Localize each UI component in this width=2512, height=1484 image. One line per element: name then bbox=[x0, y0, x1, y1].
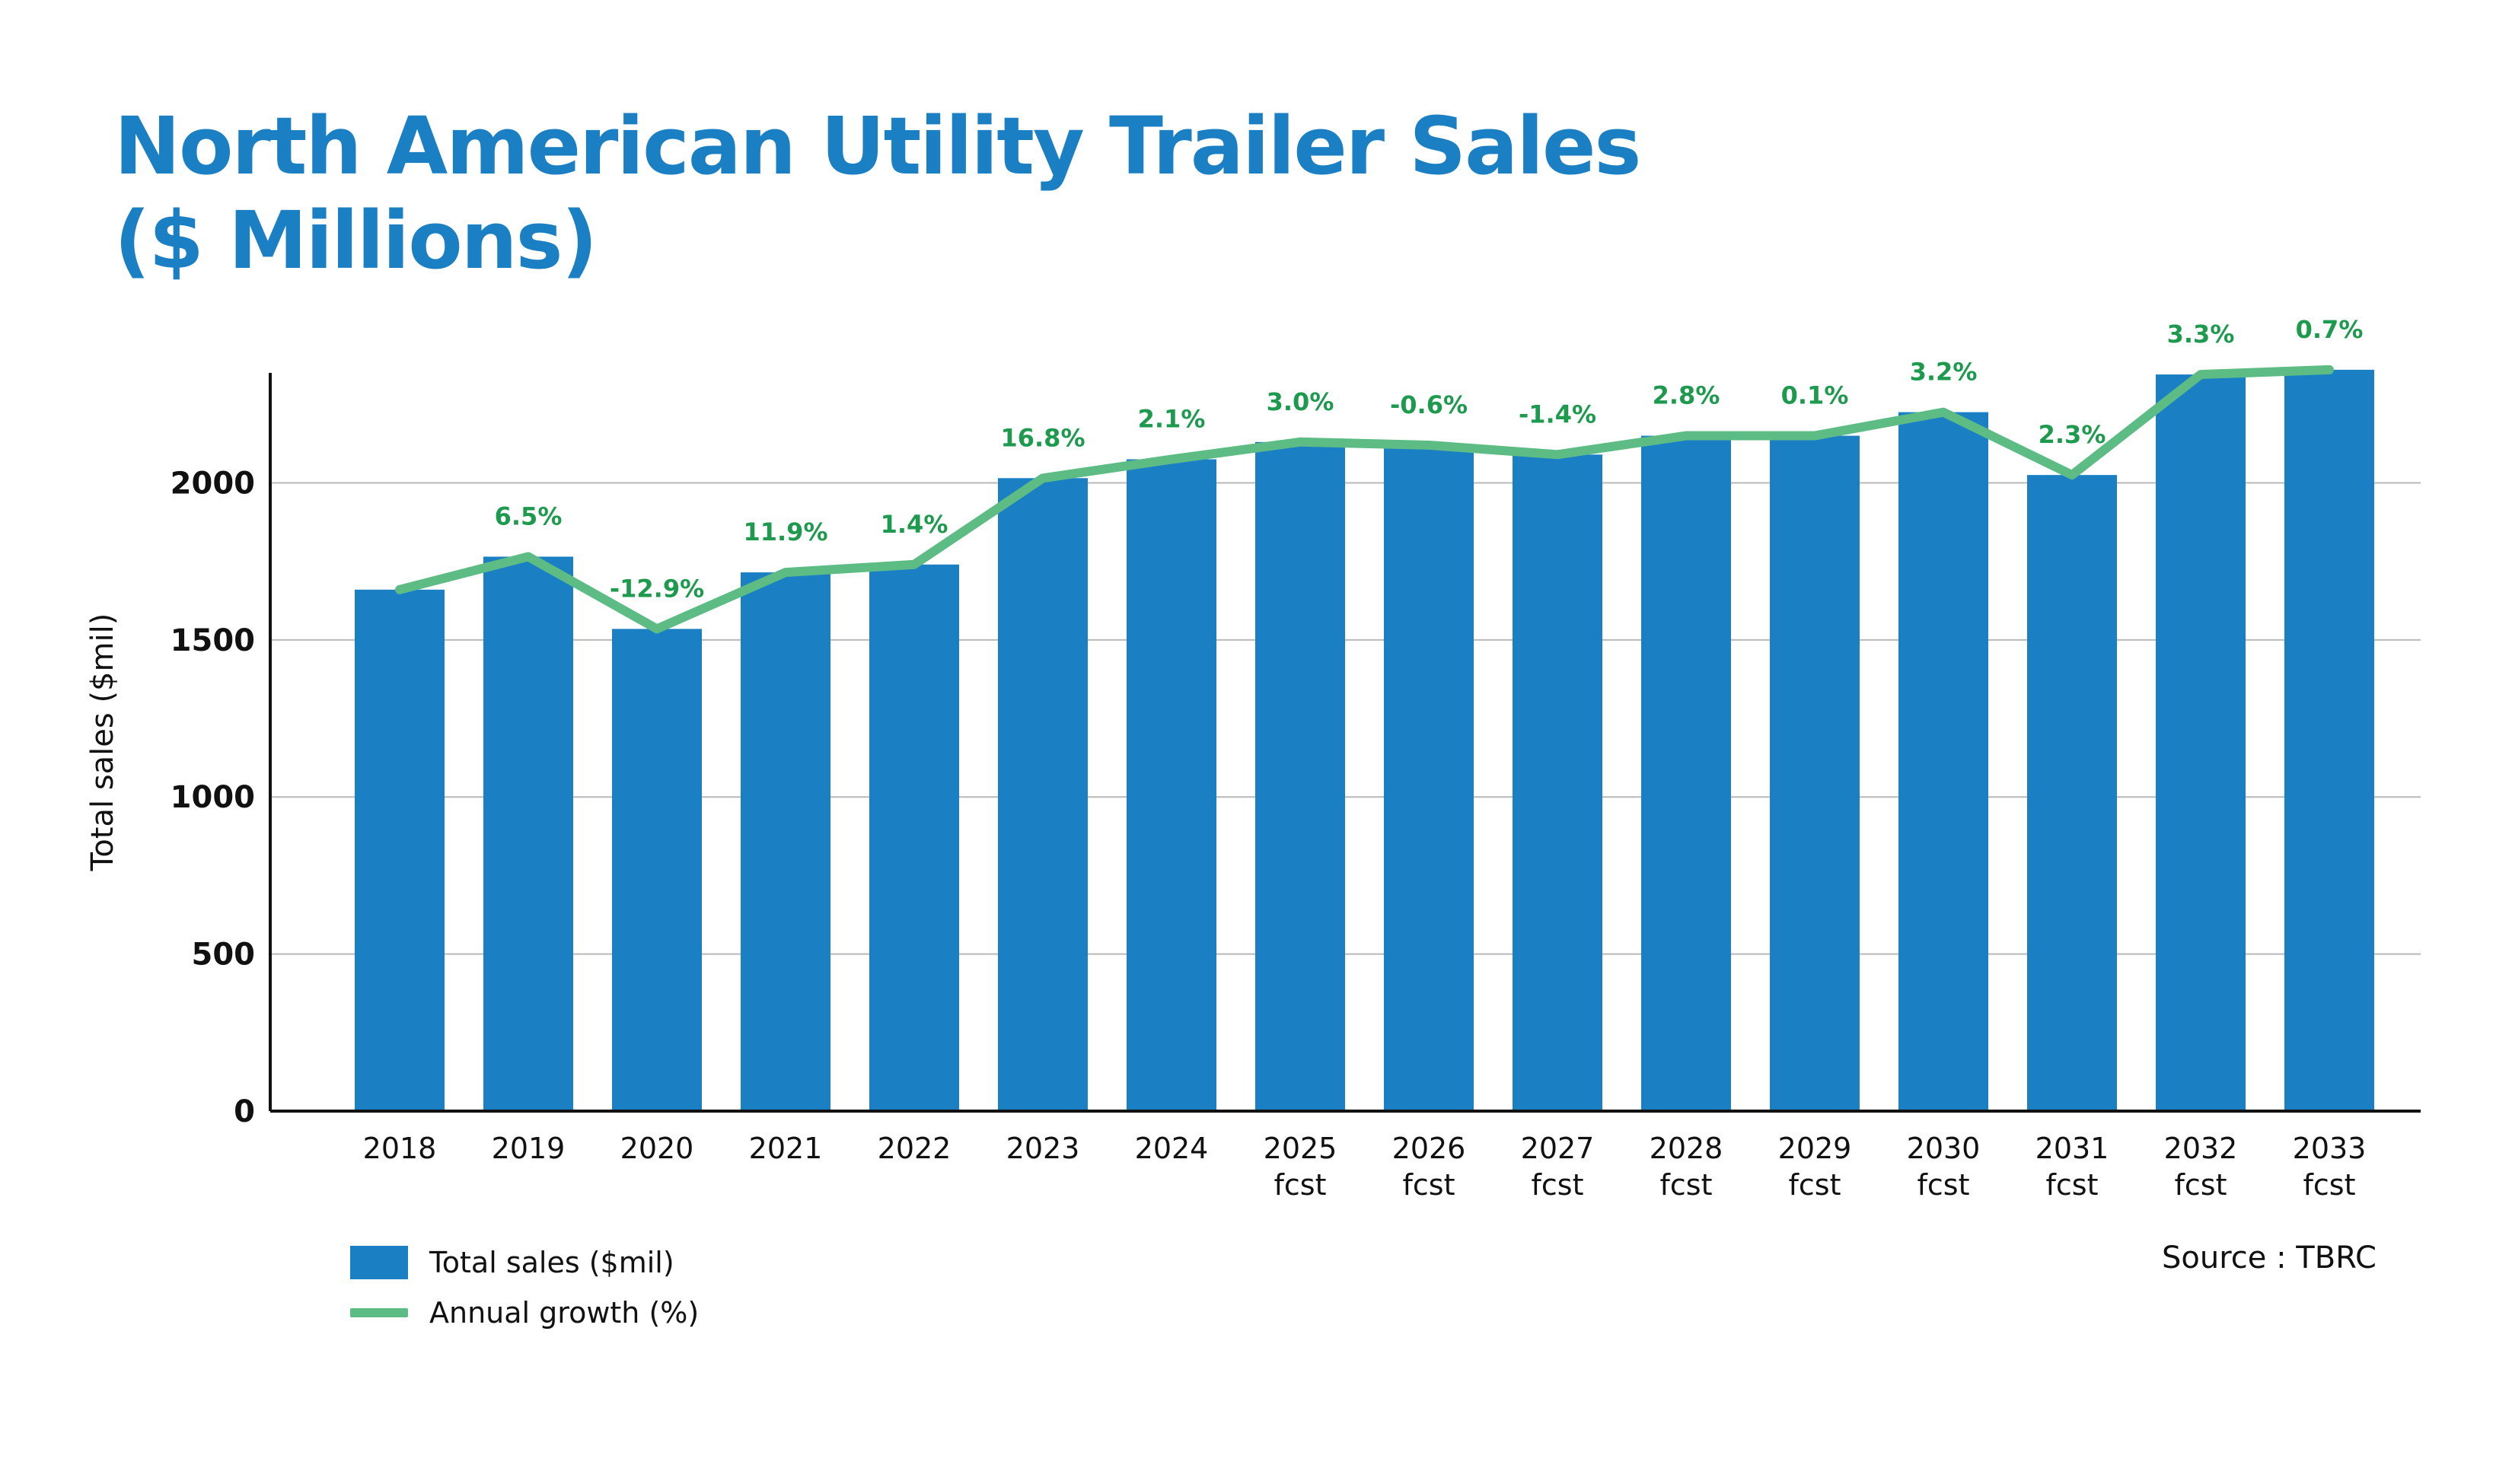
x-tick-label: 2028 bbox=[1650, 1132, 1723, 1165]
legend-bar-swatch bbox=[350, 1246, 408, 1279]
chart-title: North American Utility Trailer Sales ($ … bbox=[114, 99, 1641, 288]
bar bbox=[998, 478, 1088, 1111]
growth-label: 3.3% bbox=[2167, 320, 2235, 349]
y-tick-label: 500 bbox=[192, 938, 256, 973]
bar bbox=[612, 629, 702, 1111]
x-tick-label: 2024 bbox=[1135, 1132, 1209, 1165]
bar bbox=[741, 572, 830, 1111]
x-tick-label: fcst bbox=[1917, 1168, 1970, 1202]
x-tick-label: 2019 bbox=[492, 1132, 566, 1165]
y-axis-label: Total sales ($mil) bbox=[85, 613, 120, 872]
growth-label: 1.4% bbox=[881, 510, 948, 539]
bar bbox=[869, 564, 959, 1111]
x-tick-label: fcst bbox=[1532, 1168, 1584, 1202]
growth-label: 3.0% bbox=[1267, 387, 1334, 416]
legend-label-total-sales: Total sales ($mil) bbox=[429, 1246, 674, 1279]
x-tick-label: 2027 bbox=[1521, 1132, 1595, 1165]
y-tick-label: 1000 bbox=[171, 780, 255, 815]
growth-label: 2.1% bbox=[1138, 405, 1206, 434]
bar bbox=[355, 589, 445, 1111]
bar bbox=[483, 556, 573, 1111]
x-tick-label: 2020 bbox=[620, 1132, 694, 1165]
x-tick-label: fcst bbox=[2303, 1168, 2356, 1202]
legend-line-swatch bbox=[350, 1308, 408, 1317]
bar bbox=[1513, 454, 1602, 1111]
source-note: Source : TBRC bbox=[2162, 1240, 2377, 1275]
growth-label: 3.2% bbox=[1910, 358, 1978, 387]
bar bbox=[1255, 441, 1345, 1111]
legend-label-annual-growth: Annual growth (%) bbox=[429, 1296, 700, 1330]
growth-label: 11.9% bbox=[743, 517, 827, 546]
chart-title-line-1: North American Utility Trailer Sales bbox=[114, 100, 1641, 193]
x-tick-label: fcst bbox=[2175, 1168, 2227, 1202]
y-tick-label: 2000 bbox=[171, 466, 255, 501]
growth-line-layer bbox=[395, 365, 2334, 634]
legend: Total sales ($mil) Annual growth (%) bbox=[350, 1237, 699, 1338]
growth-label: -1.4% bbox=[1519, 400, 1596, 428]
legend-item-annual-growth: Annual growth (%) bbox=[350, 1288, 699, 1338]
y-tick-label: 1500 bbox=[171, 623, 255, 658]
bars-layer bbox=[355, 369, 2374, 1112]
growth-label: -12.9% bbox=[610, 574, 704, 603]
x-tick-label: 2021 bbox=[749, 1132, 823, 1165]
x-tick-label: 2025 bbox=[1264, 1132, 1337, 1165]
x-tick-label: fcst bbox=[2046, 1168, 2099, 1202]
chart-title-line-2: ($ Millions) bbox=[114, 194, 598, 287]
x-tick-label: fcst bbox=[1274, 1168, 1327, 1202]
x-tick-label: 2031 bbox=[2035, 1132, 2109, 1165]
growth-label: 0.7% bbox=[2296, 315, 2364, 344]
bar bbox=[2156, 374, 2246, 1111]
growth-label: -0.6% bbox=[1390, 390, 1468, 419]
growth-label: 2.8% bbox=[1653, 381, 1720, 410]
x-tick-label: 2033 bbox=[2293, 1132, 2367, 1165]
growth-line bbox=[395, 365, 2334, 634]
x-tick-label: 2029 bbox=[1778, 1132, 1852, 1165]
y-tick-label: 0 bbox=[234, 1094, 255, 1129]
bar bbox=[2284, 369, 2374, 1112]
bar bbox=[2027, 475, 2117, 1111]
bar bbox=[1898, 412, 1988, 1111]
growth-label: 2.3% bbox=[2039, 420, 2106, 449]
growth-label: 16.8% bbox=[1000, 423, 1085, 452]
x-tick-label: 2023 bbox=[1006, 1132, 1080, 1165]
x-tick-label: 2018 bbox=[363, 1132, 437, 1165]
x-tick-label: fcst bbox=[1789, 1168, 1841, 1202]
x-tick-label: 2026 bbox=[1392, 1132, 1466, 1165]
x-tick-label: 2030 bbox=[1907, 1132, 1981, 1165]
legend-item-total-sales: Total sales ($mil) bbox=[350, 1237, 699, 1288]
x-tick-label: fcst bbox=[1403, 1168, 1455, 1202]
bar bbox=[1384, 444, 1474, 1111]
axes-layer bbox=[269, 373, 2421, 1113]
x-tick-label: 2032 bbox=[2164, 1132, 2238, 1165]
growth-label: 0.1% bbox=[1781, 381, 1849, 410]
bar bbox=[1641, 435, 1731, 1111]
x-tick-label: fcst bbox=[1660, 1168, 1713, 1202]
bar bbox=[1770, 435, 1860, 1111]
bar bbox=[1127, 459, 1216, 1111]
labels-layer: 0 500 1000 1500 2000 6.5% -12.9% 11.9% 1.4% 16.8%… bbox=[85, 315, 2366, 1202]
growth-label: 6.5% bbox=[495, 502, 563, 530]
x-tick-label: 2022 bbox=[878, 1132, 952, 1165]
